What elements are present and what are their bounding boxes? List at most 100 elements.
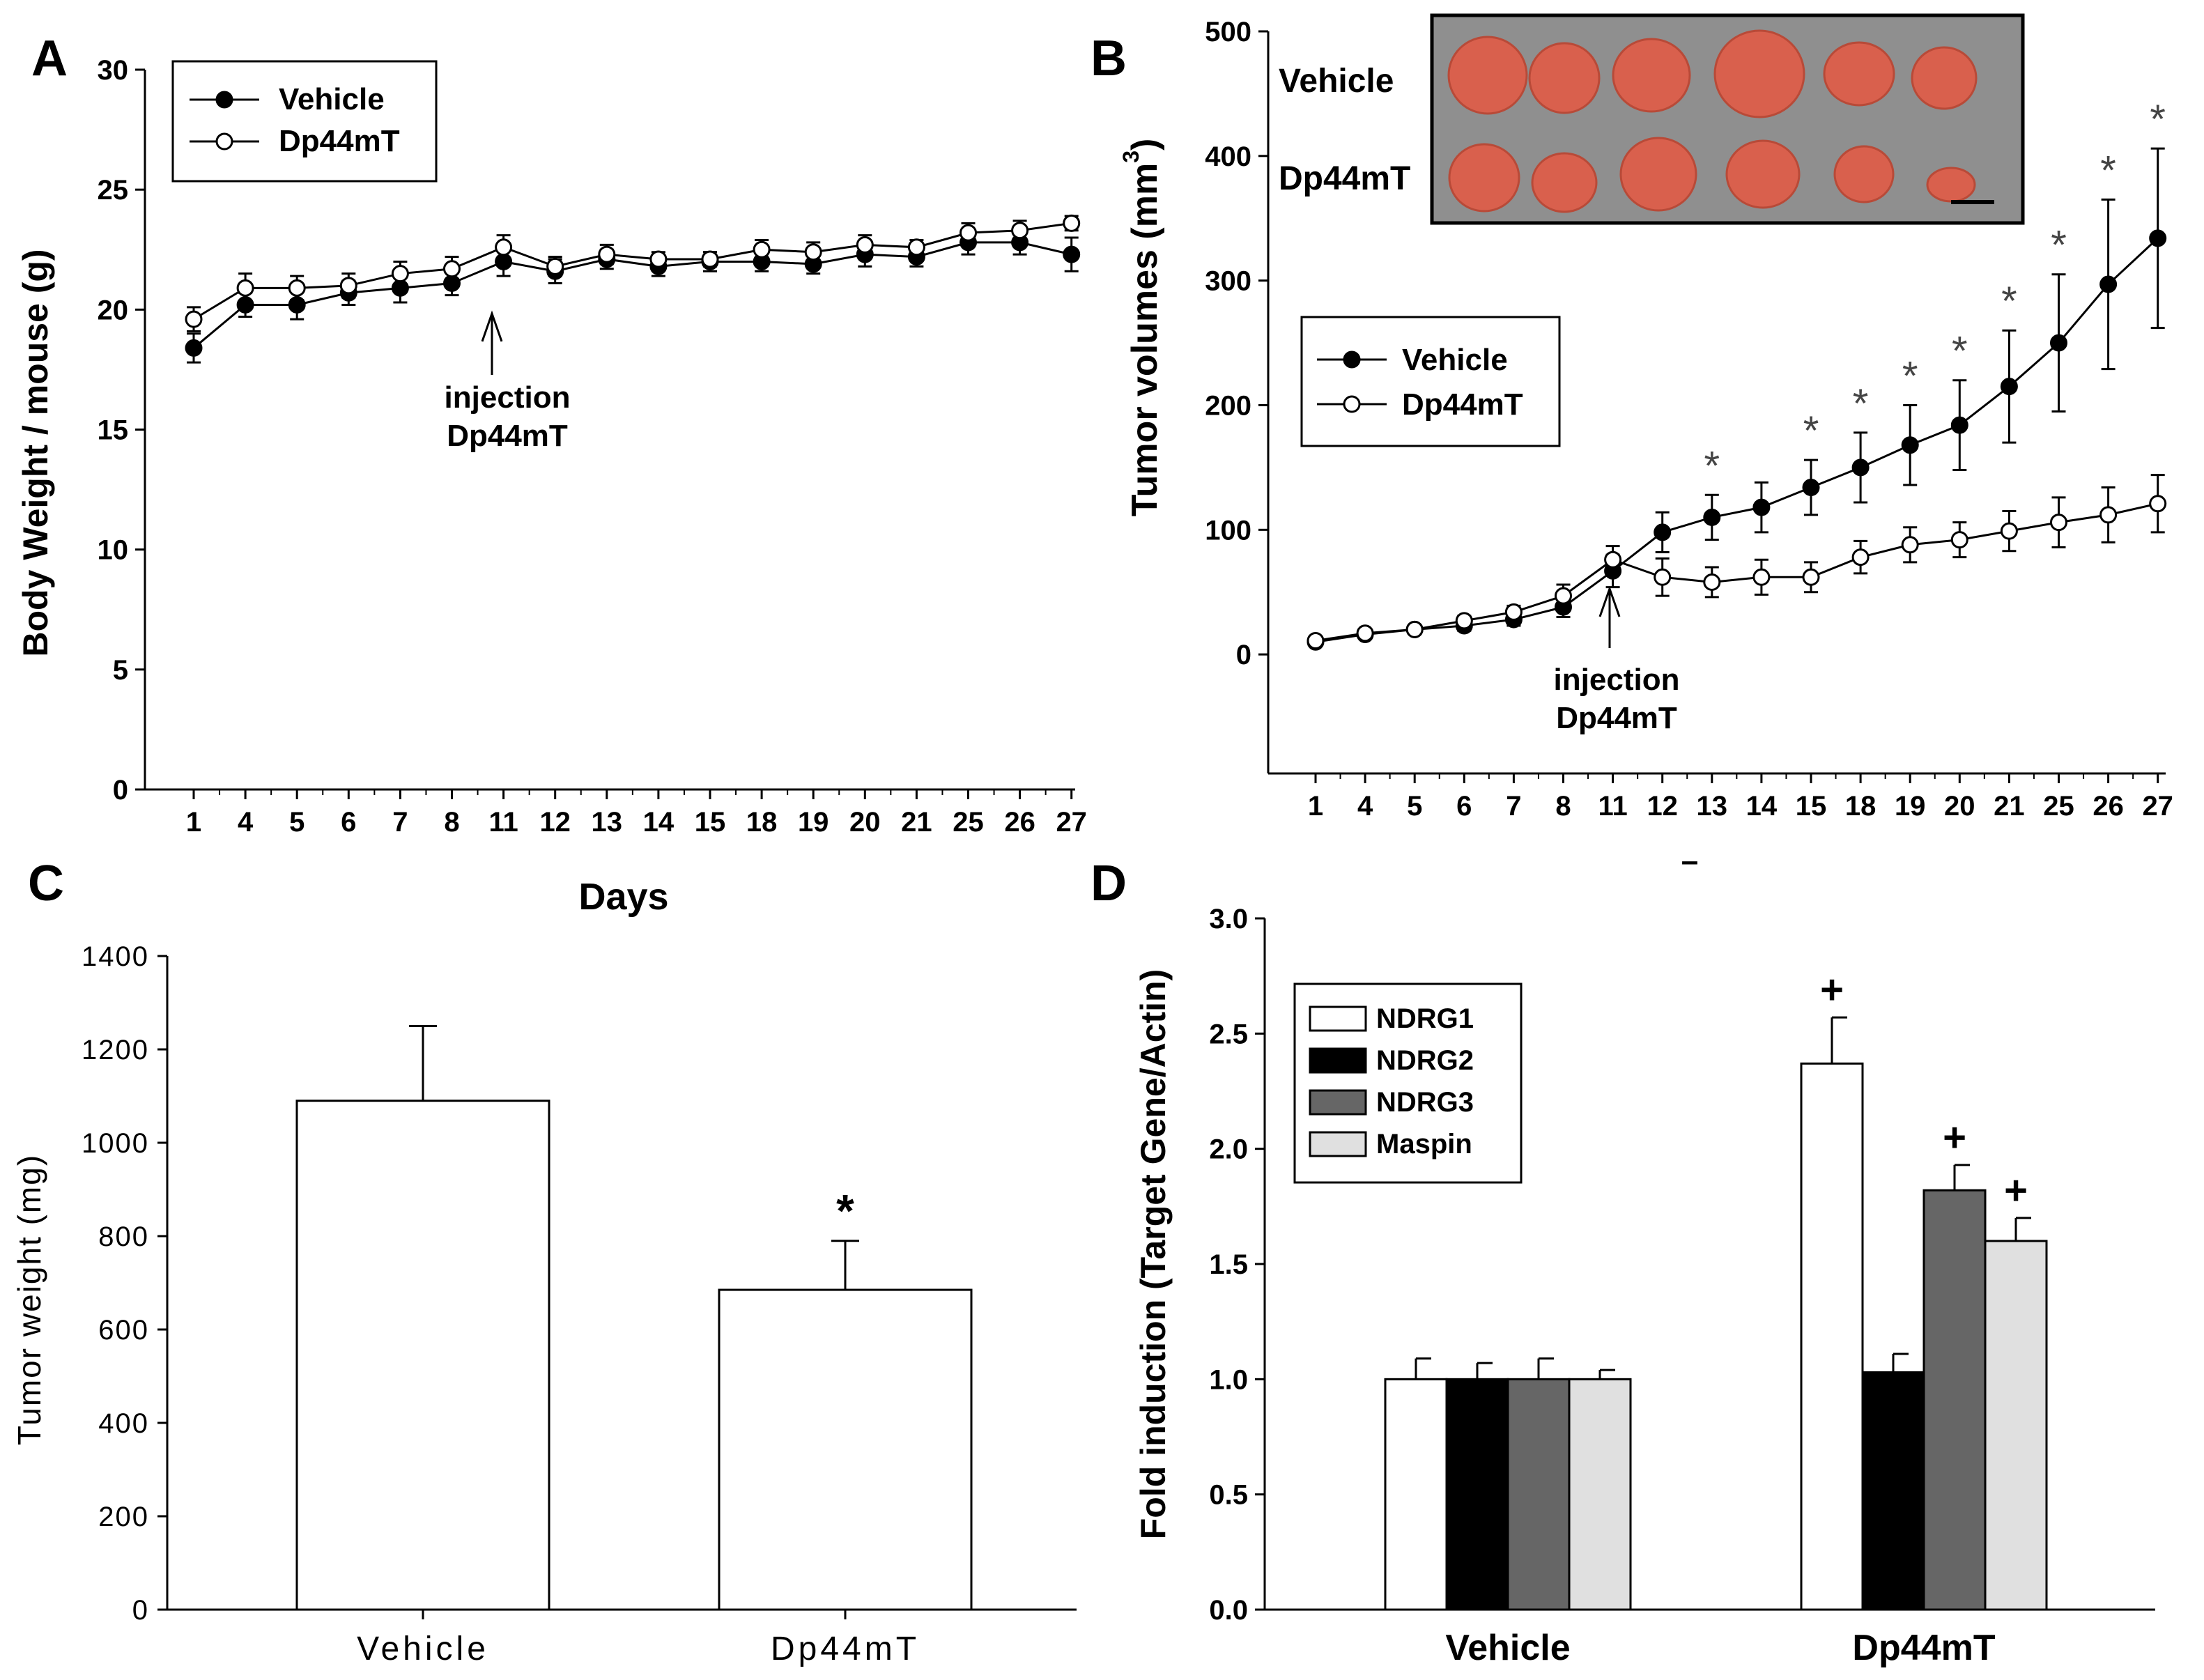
data-point-dp44mt: [1950, 531, 1968, 549]
tumor-photo-vehicle-6: [1911, 46, 1978, 110]
x-tick-label: 21: [1994, 791, 2025, 822]
x-tick-label: 18: [1845, 791, 1877, 822]
data-point-vehicle: [1654, 523, 1672, 541]
data-point-vehicle: [288, 295, 306, 314]
x-tick-label: 7: [1506, 791, 1521, 822]
inset-label-vehicle: Vehicle: [1279, 63, 1394, 100]
panel-b-xticks: 1 4 5 6 7 8 11 12 13 14 15 18 19 20 21 25 26 27: [1268, 772, 2173, 822]
panel-d-bars: Vehicle + + + Dp44mT: [1384, 967, 2048, 1668]
data-point-vehicle: [2050, 334, 2067, 352]
significance-plus: +: [2004, 1168, 2028, 1213]
data-point-dp44mt: [1901, 536, 1919, 554]
panel-d: D Fold induction (Target Gene/Actin) 0.0…: [1091, 856, 2155, 1668]
data-point-dp44mt: [185, 310, 203, 328]
tumor-photo-vehicle-4: [1713, 29, 1805, 118]
x-tick-label: 6: [341, 807, 356, 838]
data-point-dp44mt: [288, 279, 306, 297]
legend-swatch-ndrg3: [1309, 1089, 1367, 1116]
y-tick-label: 3.0: [1209, 904, 1248, 934]
x-tick-label: 27: [1056, 807, 1087, 838]
panel-b-annotation-line1: injection: [1554, 663, 1680, 697]
x-tick-label: 4: [1357, 791, 1373, 822]
data-point-dp44mt: [391, 265, 409, 283]
y-tick-label: 0.5: [1209, 1480, 1248, 1511]
data-point-dp44mt: [1802, 568, 1820, 586]
bar-ndrg3-dp44mt: [1922, 1189, 1987, 1611]
y-tick-label: 1400: [82, 941, 149, 972]
data-point-vehicle: [495, 252, 513, 270]
y-tick-label: 20: [98, 295, 129, 325]
bar-ndrg1-vehicle: [1384, 1378, 1448, 1611]
bar-ndrg2-vehicle: [1445, 1378, 1509, 1611]
significance-plus: +: [1943, 1115, 1966, 1160]
significance-star: *: [1704, 443, 1720, 488]
y-tick-label: 200: [98, 1502, 149, 1532]
x-tick-label: 26: [2093, 791, 2124, 822]
y-tick-label: 100: [1205, 515, 1251, 546]
data-point-dp44mt: [2000, 522, 2018, 540]
data-point-dp44mt: [1011, 222, 1029, 240]
bar-maspin-dp44mt: [1984, 1240, 2048, 1611]
data-point-dp44mt: [1356, 624, 1374, 642]
y-tick-label: 1000: [82, 1128, 149, 1159]
significance-star: *: [2051, 223, 2067, 268]
significance-star: *: [1803, 408, 1819, 454]
bar-dp44mt: [718, 1288, 973, 1611]
x-tick-label: 7: [392, 807, 408, 838]
x-tick-label: 19: [1895, 791, 1926, 822]
panel-b-legend-dp44mt: Dp44mT: [1402, 387, 1523, 422]
data-point-vehicle: [2000, 378, 2018, 396]
data-point-dp44mt: [2050, 514, 2067, 532]
y-tick-label: 0: [113, 775, 128, 806]
legend-swatch-ndrg2: [1309, 1047, 1367, 1074]
legend-label-ndrg1: NDRG1: [1376, 1003, 1474, 1034]
x-tick-label: 1: [1308, 791, 1323, 822]
panel-c-title-days: Days: [578, 876, 668, 918]
data-point-dp44mt: [546, 257, 564, 275]
x-tick-label: 11: [1598, 791, 1627, 822]
legend-label-ndrg3: NDRG3: [1376, 1087, 1474, 1118]
x-tick-label: 25: [2043, 791, 2074, 822]
x-tick-label: Vehicle: [357, 1631, 489, 1667]
significance-star: *: [2001, 279, 2017, 324]
panel-a-legend: Vehicle Dp44mT: [171, 60, 438, 183]
tumor-photo-dp44mt-4: [1725, 139, 1801, 209]
data-point-vehicle: [236, 295, 254, 314]
data-point-vehicle: [1703, 508, 1721, 526]
x-tick-label: 12: [1647, 791, 1678, 822]
data-point-dp44mt: [856, 236, 874, 254]
data-point-dp44mt: [960, 224, 977, 242]
data-point-dp44mt: [701, 250, 719, 268]
panel-b-tumor-photo-inset: Vehicle Dp44mT: [1279, 13, 2025, 225]
data-point-dp44mt: [1851, 548, 1870, 567]
significance-star: *: [2100, 148, 2116, 193]
data-point-dp44mt: [495, 238, 513, 256]
x-tick-label: 15: [1796, 791, 1827, 822]
panel-a-letter: A: [31, 31, 68, 86]
bar-vehicle: [295, 1100, 550, 1611]
panel-a-xticks: 1 4 5 6 7 8 11 12 13 14 15 18 19 20 21 25 26 27: [145, 788, 1087, 838]
data-point-dp44mt: [907, 238, 925, 256]
x-tick-label: 4: [238, 807, 254, 838]
y-tick-label: 30: [98, 55, 129, 86]
legend-swatch-ndrg1: [1309, 1005, 1367, 1032]
y-tick-label: 400: [98, 1408, 149, 1439]
panel-b-significance-stars: * * * * * * * * *: [1704, 97, 2166, 488]
x-tick-label: 14: [643, 807, 675, 838]
panel-b-injection-annotation: injection Dp44mT: [1554, 585, 1680, 735]
y-tick-label: 300: [1205, 266, 1251, 297]
y-tick-label: 15: [98, 415, 129, 446]
x-tick-label: 25: [953, 807, 984, 838]
y-tick-label: 600: [98, 1315, 149, 1346]
x-tick-label: 1: [186, 807, 201, 838]
panel-b-yticks: 0 100 200 300 400 500: [1205, 17, 1270, 773]
panel-a-ylabel: Body Weight / mouse (g): [16, 249, 55, 656]
data-point-vehicle: [1901, 436, 1919, 454]
panel-d-legend: NDRG1 NDRG2 NDRG3 Maspin: [1293, 982, 1523, 1184]
panel-a-annotation-line2: Dp44mT: [447, 419, 568, 453]
bar-ndrg1-dp44mt: [1800, 1062, 1864, 1611]
data-point-dp44mt: [1654, 568, 1672, 586]
x-tick-label: 12: [539, 807, 571, 838]
